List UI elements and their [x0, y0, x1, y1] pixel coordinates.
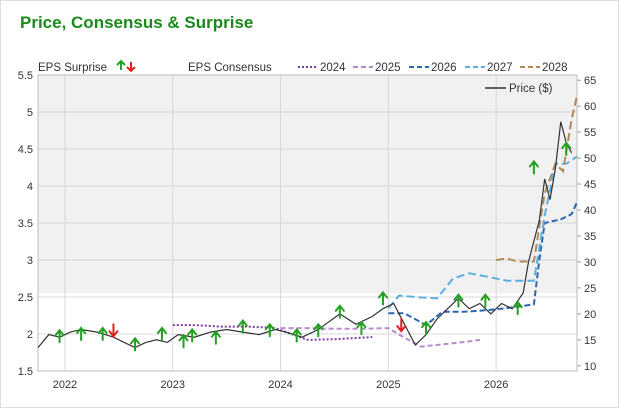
- surprise-beat-arrow: [237, 318, 248, 334]
- legend-miss-arrow-icon: [126, 62, 136, 73]
- plot-shaded-region: [38, 75, 577, 294]
- price-line: [37, 121, 573, 349]
- y-right-tick-label: 50: [584, 153, 596, 165]
- x-tick-label: 2025: [376, 379, 400, 391]
- y-left-tick-label: 5: [27, 107, 33, 119]
- legend-2028-label: 2028: [542, 62, 568, 74]
- y-left-tick-label: 2.5: [18, 292, 33, 304]
- legend-consensus-label: EPS Consensus: [188, 62, 272, 74]
- legend-beat-arrow-icon: [116, 59, 126, 70]
- y-right-tick-label: 45: [584, 179, 596, 191]
- y-right-tick-label: 10: [584, 361, 596, 373]
- x-tick-label: 2026: [484, 379, 508, 391]
- surprise-beat-arrow: [76, 326, 87, 341]
- surprise-beat-arrow: [421, 320, 432, 336]
- surprise-beat-arrow: [528, 159, 539, 175]
- consensus-line-2024: [172, 324, 373, 341]
- y-right-tick-label: 30: [584, 257, 596, 269]
- consensus-line-2028: [495, 95, 578, 263]
- legend-2027-label: 2027: [487, 62, 513, 74]
- surprise-beat-arrow: [156, 326, 167, 341]
- legend: EPS Surprise EPS Consensus 2024 2025 202…: [38, 59, 568, 95]
- surprise-miss-arrow: [396, 318, 407, 333]
- y-left-tick-label: 3: [27, 255, 33, 267]
- y-right-tick-label: 20: [584, 309, 596, 321]
- x-tick-label: 2023: [161, 379, 185, 391]
- surprise-beat-arrow: [356, 320, 367, 336]
- y-right-tick-label: 55: [584, 127, 596, 139]
- surprise-beat-arrow: [130, 336, 141, 352]
- y-left-tick-label: 4.5: [18, 144, 33, 156]
- surprise-beat-arrow: [54, 328, 65, 344]
- surprise-beat-arrow: [178, 333, 189, 349]
- surprise-beat-arrow: [512, 300, 523, 316]
- surprise-beat-arrow: [264, 322, 275, 338]
- legend-2026-label: 2026: [431, 62, 457, 74]
- y-right-tick-label: 40: [584, 205, 596, 217]
- y-right-tick-label: 65: [584, 75, 596, 87]
- surprise-beat-arrow: [480, 293, 491, 308]
- page-title: Price, Consensus & Surprise: [20, 13, 254, 32]
- x-tick-label: 2024: [268, 379, 292, 391]
- y-right-tick-label: 25: [584, 283, 596, 295]
- y-right-tick-label: 60: [584, 101, 596, 113]
- y-left-tick-label: 5.5: [18, 70, 33, 82]
- y-left-tick-label: 1.5: [18, 366, 33, 378]
- surprise-beat-arrow: [291, 327, 302, 343]
- y-left-tick-label: 3.5: [18, 218, 33, 230]
- legend-price-label: Price ($): [509, 83, 553, 95]
- consensus-line-2026: [388, 201, 578, 327]
- legend-surprise-label: EPS Surprise: [38, 62, 107, 74]
- y-left-tick-label: 2: [27, 329, 33, 341]
- surprise-beat-arrow: [313, 322, 324, 338]
- y-right-tick-label: 35: [584, 231, 596, 243]
- y-right-tick-label: 15: [584, 335, 596, 347]
- surprise-miss-arrow: [108, 323, 119, 338]
- surprise-beat-arrow: [210, 330, 221, 345]
- surprise-beat-arrow: [561, 141, 572, 156]
- legend-2024-label: 2024: [320, 62, 346, 74]
- surprise-beat-arrow: [334, 304, 345, 319]
- y-left-tick-label: 4: [27, 181, 33, 193]
- surprise-beat-arrow: [187, 327, 198, 343]
- surprise-beat-arrow: [453, 293, 464, 308]
- surprise-beat-arrow: [97, 326, 108, 341]
- surprise-beat-arrow: [377, 290, 388, 306]
- plot-border: [37, 74, 578, 372]
- x-tick-label: 2022: [53, 379, 77, 391]
- legend-2025-label: 2025: [375, 62, 401, 74]
